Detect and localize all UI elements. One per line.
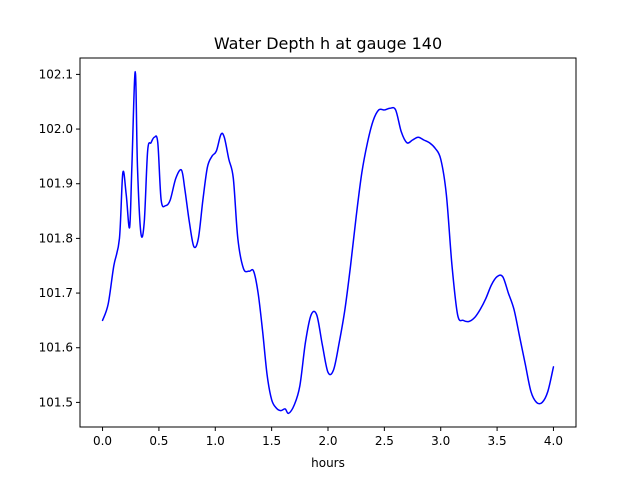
series-line	[101, 70, 555, 415]
x-tick-label: 0.0	[93, 434, 112, 448]
x-tick-label: 1.5	[262, 434, 281, 448]
x-axis: 0.0 0.5 1.0 1.5 2.0 2.5 3.0 3.5 4.0	[93, 427, 563, 448]
x-tick-label: 1.0	[206, 434, 225, 448]
x-tick-label: 0.5	[149, 434, 168, 448]
y-tick-label: 101.6	[39, 341, 73, 355]
x-axis-label: hours	[311, 456, 345, 470]
x-tick-label: 2.0	[318, 434, 337, 448]
x-tick-label: 3.0	[431, 434, 450, 448]
y-axis: 101.5 101.6 101.7 101.8 101.9 102.0 102.1	[39, 67, 80, 409]
x-tick-label: 2.5	[375, 434, 394, 448]
x-tick-label: 3.5	[488, 434, 507, 448]
y-tick-label: 101.7	[39, 286, 73, 300]
plot-area	[101, 70, 555, 415]
y-tick-label: 101.8	[39, 231, 73, 245]
y-tick-label: 102.1	[39, 67, 73, 81]
y-tick-label: 102.0	[39, 122, 73, 136]
y-tick-label: 101.5	[39, 395, 73, 409]
chart-title: Water Depth h at gauge 140	[214, 34, 442, 53]
y-tick-label: 101.9	[39, 177, 73, 191]
x-tick-label: 4.0	[544, 434, 563, 448]
